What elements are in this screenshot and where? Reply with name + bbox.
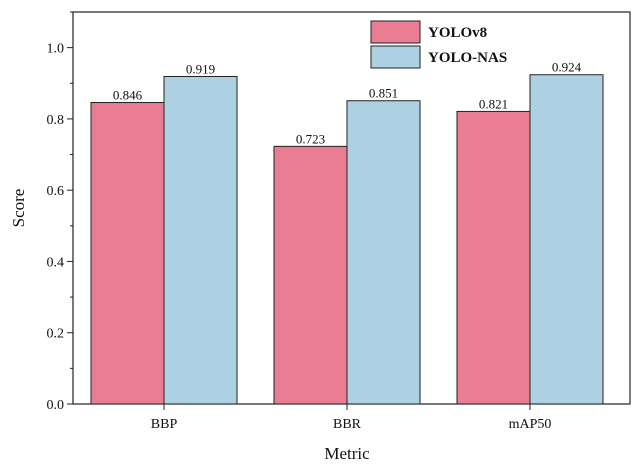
y-tick-label: 0.0 bbox=[47, 398, 65, 413]
data-label: 0.723 bbox=[296, 131, 325, 146]
x-tick-label: BBR bbox=[333, 417, 362, 432]
x-tick-label: mAP50 bbox=[509, 417, 552, 432]
bar-yolo-nas-bbr bbox=[346, 100, 421, 405]
data-label: 0.821 bbox=[479, 96, 508, 111]
data-labels-layer: 0.846 0.919 0.723 0.851 0.821 0.924 bbox=[113, 60, 582, 147]
legend-swatch-yolov8 bbox=[370, 20, 421, 44]
bars-layer bbox=[90, 74, 604, 405]
legend-label: YOLOv8 bbox=[428, 25, 487, 41]
legend-label: YOLO-NAS bbox=[428, 50, 507, 66]
y-tick-label: 0.8 bbox=[47, 113, 65, 128]
y-tick-label: 0.6 bbox=[47, 184, 65, 199]
data-label: 0.846 bbox=[113, 88, 143, 103]
y-axis: 0.0 0.2 0.4 0.6 0.8 1.0 bbox=[47, 11, 73, 413]
data-label: 0.924 bbox=[552, 60, 582, 75]
legend: YOLOv8 YOLO-NAS bbox=[370, 20, 507, 69]
y-tick-label: 1.0 bbox=[47, 42, 65, 57]
bar-yolov8-bbp bbox=[90, 102, 165, 405]
bar-yolov8-map50 bbox=[456, 110, 531, 405]
legend-swatch-yolo-nas bbox=[370, 45, 421, 69]
x-tick-label: BBP bbox=[151, 417, 178, 432]
bar-yolo-nas-map50 bbox=[529, 74, 604, 405]
data-label: 0.919 bbox=[186, 62, 215, 77]
data-label: 0.851 bbox=[369, 86, 398, 101]
y-tick-label: 0.4 bbox=[47, 255, 65, 270]
x-axis: BBP BBR mAP50 bbox=[151, 404, 552, 432]
y-tick-label: 0.2 bbox=[47, 327, 65, 342]
bar-yolo-nas-bbp bbox=[163, 76, 238, 405]
y-axis-title: Score bbox=[9, 189, 28, 228]
bar-yolov8-bbr bbox=[273, 145, 348, 405]
x-axis-title: Metric bbox=[324, 444, 370, 463]
